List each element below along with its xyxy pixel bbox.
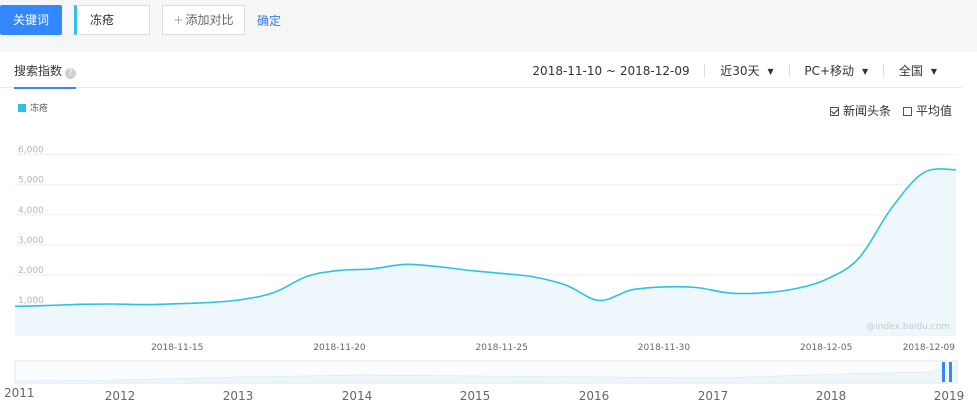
tab-search-index-label: 搜索指数 (14, 64, 63, 78)
caret-down-icon: ▼ (930, 67, 937, 76)
panel-tabbar: 搜索指数? 2018-11-10 ~ 2018-12-09 近30天 ▼ PC+移… (0, 52, 962, 89)
divider (788, 64, 790, 77)
year-label: 2014 (342, 389, 373, 403)
average-option[interactable]: 平均值 (902, 104, 952, 118)
range-handle-right[interactable] (949, 362, 952, 382)
device-select-value: PC+移动 (804, 64, 855, 78)
plus-icon: + (173, 13, 184, 27)
caret-down-icon: ▼ (862, 67, 869, 76)
y-tick-label: 4,000 (18, 206, 44, 216)
year-label: 2016 (579, 389, 610, 403)
range-handle-left[interactable] (942, 362, 945, 382)
news-option[interactable]: 新闻头条 (829, 104, 891, 118)
add-compare-button[interactable]: + 添加对比 (162, 5, 245, 35)
divider (704, 64, 706, 77)
keyword-button[interactable]: 关键词 (0, 5, 62, 35)
x-tick-label: 2018-11-15 (151, 343, 203, 353)
region-select-value: 全国 (898, 64, 923, 78)
keyword-toolbar: 关键词 冻疮 + 添加对比 确定 (0, 0, 977, 42)
legend-label: 冻疮 (30, 104, 49, 114)
watermark: @index.baidu.com (866, 322, 950, 332)
region-select[interactable]: 全国 ▼ (899, 62, 937, 79)
x-tick-label: 2018-11-20 (313, 343, 366, 353)
y-tick-label: 6,000 (18, 146, 44, 156)
trend-chart[interactable]: 1,000 2,000 3,000 4,000 5,000 6,000 @index.bai… (0, 52, 977, 406)
year-label: 2018 (816, 389, 847, 403)
average-option-label: 平均值 (915, 104, 952, 118)
y-tick-label: 2,000 (18, 266, 44, 276)
news-option-label: 新闻头条 (842, 104, 891, 118)
year-label: 2015 (460, 389, 491, 403)
date-range[interactable]: 2018-11-10 ~ 2018-12-09 (532, 64, 690, 78)
period-select[interactable]: 近30天 ▼ (720, 62, 773, 79)
filter-bar: 2018-11-10 ~ 2018-12-09 近30天 ▼ PC+移动 ▼ 全国 ▼ (532, 62, 937, 79)
series-area (15, 168, 956, 335)
y-tick-label: 1,000 (18, 296, 44, 306)
year-label: 2017 (698, 389, 729, 403)
checkbox-checked-icon[interactable] (829, 107, 839, 116)
add-compare-label: 添加对比 (185, 13, 234, 27)
caret-down-icon: ▼ (767, 67, 774, 76)
checkbox-icon[interactable] (902, 107, 912, 116)
x-tick-label: 2018-11-30 (638, 343, 691, 353)
device-select[interactable]: PC+移动 ▼ (804, 62, 868, 79)
chart-legend[interactable]: 冻疮 (18, 101, 48, 114)
tab-search-index[interactable]: 搜索指数? (14, 62, 77, 89)
x-tick-label: 2018-11-25 (476, 343, 528, 353)
y-tick-label: 5,000 (18, 176, 44, 186)
search-index-panel: 搜索指数? 2018-11-10 ~ 2018-12-09 近30天 ▼ PC+移… (0, 52, 977, 406)
x-tick-label: 2018-12-09 (903, 343, 956, 353)
help-icon[interactable]: ? (65, 68, 77, 79)
range-sparkline (14, 365, 956, 384)
year-label: 2013 (223, 389, 254, 403)
year-label: 2012 (105, 389, 136, 403)
x-tick-label: 2018-12-05 (800, 343, 852, 353)
confirm-link[interactable]: 确定 (257, 14, 282, 28)
year-label: 2019 (934, 389, 965, 403)
divider (883, 64, 884, 77)
series-line[interactable] (14, 168, 957, 308)
chart-options: 新闻头条 平均值 (829, 102, 952, 119)
period-select-value: 近30天 (720, 64, 760, 78)
keyword-input[interactable]: 冻疮 (74, 5, 150, 35)
y-tick-label: 3,000 (18, 236, 44, 246)
year-label: 2011 (4, 386, 35, 400)
legend-swatch (18, 104, 26, 112)
